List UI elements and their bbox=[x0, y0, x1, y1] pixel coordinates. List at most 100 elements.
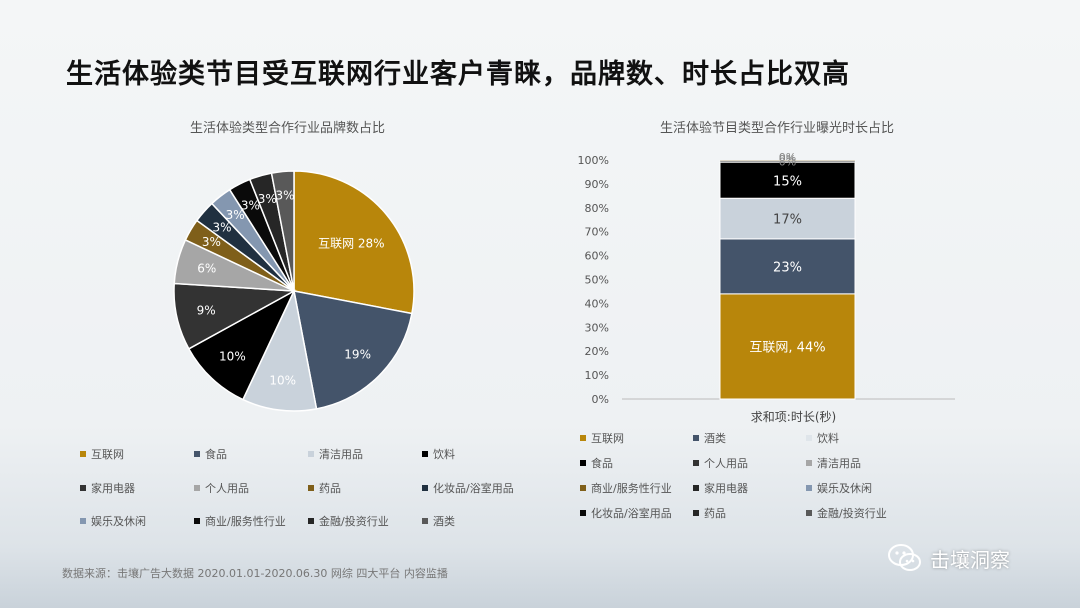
y-tick-6: 60% bbox=[585, 250, 609, 263]
legend-swatch bbox=[806, 485, 812, 491]
legend-item: 家用电器 bbox=[80, 480, 135, 496]
legend-swatch bbox=[308, 451, 314, 457]
legend-item: 清洁用品 bbox=[806, 455, 861, 471]
legend-swatch bbox=[806, 435, 812, 441]
legend-label: 金融/投资行业 bbox=[817, 507, 887, 520]
pie-label-11: 3% bbox=[275, 188, 294, 202]
bar-label-4: 0% bbox=[779, 155, 796, 168]
legend-label: 化妆品/浴室用品 bbox=[591, 507, 672, 520]
legend-label: 食品 bbox=[205, 448, 227, 461]
bar-segment-2 bbox=[719, 197, 856, 240]
legend-label: 家用电器 bbox=[91, 481, 135, 495]
legend-item: 化妆品/浴室用品 bbox=[580, 505, 672, 521]
bar-label-2: 17% bbox=[773, 213, 802, 228]
legend-item: 商业/服务性行业 bbox=[194, 513, 286, 529]
bar-segment-0 bbox=[719, 293, 856, 400]
legend-swatch bbox=[308, 518, 314, 524]
legend-label: 金融/投资行业 bbox=[319, 515, 389, 528]
legend-label: 清洁用品 bbox=[817, 457, 861, 470]
legend-label: 化妆品/浴室用品 bbox=[433, 481, 514, 495]
legend-label: 娱乐及休闲 bbox=[817, 482, 872, 495]
pie-slice-11 bbox=[270, 170, 295, 292]
y-tick-0: 0% bbox=[592, 393, 609, 406]
legend-label: 酒类 bbox=[433, 515, 455, 528]
pie-label-3: 10% bbox=[219, 350, 246, 364]
legend-item: 娱乐及休闲 bbox=[80, 513, 146, 529]
legend-swatch bbox=[422, 518, 428, 524]
y-tick-5: 50% bbox=[585, 274, 609, 287]
legend-label: 个人用品 bbox=[205, 481, 249, 495]
legend-label: 药品 bbox=[319, 481, 341, 495]
page-title: 生活体验类节目受互联网行业客户青睐，品牌数、时长占比双高 bbox=[66, 59, 850, 90]
pie-label-8: 3% bbox=[226, 208, 245, 222]
legend-swatch bbox=[80, 518, 86, 524]
bar-label-6: 0% bbox=[779, 151, 796, 164]
pie-label-9: 3% bbox=[241, 198, 260, 212]
pie-slice-2 bbox=[241, 288, 318, 412]
legend-label: 食品 bbox=[591, 457, 613, 470]
bar-label-1: 23% bbox=[773, 260, 802, 275]
pie-slice-3 bbox=[187, 289, 296, 401]
legend-label: 药品 bbox=[704, 507, 726, 520]
legend-swatch bbox=[580, 435, 586, 441]
data-source-note: 数据来源：击壤广告大数据 2020.01.01-2020.06.30 网综 四大… bbox=[62, 567, 448, 580]
brand-name: 击壤洞察 bbox=[930, 547, 1010, 572]
bar-label-3: 15% bbox=[773, 174, 802, 189]
legend-label: 互联网 bbox=[91, 448, 124, 461]
legend-swatch bbox=[580, 510, 586, 516]
wechat-icon bbox=[888, 544, 921, 571]
pie-slice-0 bbox=[293, 170, 415, 315]
legend-label: 商业/服务性行业 bbox=[591, 482, 672, 495]
legend-item: 个人用品 bbox=[194, 480, 249, 496]
pie-label-4: 9% bbox=[197, 304, 216, 318]
legend-item: 食品 bbox=[580, 455, 613, 471]
legend-swatch bbox=[80, 484, 86, 491]
pie-label-2: 10% bbox=[269, 373, 296, 387]
bar-segment-6 bbox=[719, 160, 856, 161]
y-tick-3: 30% bbox=[585, 321, 609, 334]
legend-swatch bbox=[194, 518, 200, 524]
legend-label: 饮料 bbox=[433, 448, 455, 461]
brand-watermark: 击壤洞察 bbox=[888, 543, 1010, 573]
pie-label-10: 3% bbox=[258, 192, 277, 206]
legend-item: 互联网 bbox=[580, 430, 624, 446]
legend-item: 娱乐及休闲 bbox=[806, 480, 872, 496]
legend-label: 娱乐及休闲 bbox=[91, 515, 146, 528]
legend-label: 个人用品 bbox=[704, 457, 748, 470]
legend-item: 饮料 bbox=[806, 430, 839, 446]
legend-label: 商业/服务性行业 bbox=[205, 515, 286, 528]
y-tick-8: 80% bbox=[585, 202, 609, 215]
legend-swatch bbox=[308, 484, 314, 491]
legend-item: 金融/投资行业 bbox=[806, 505, 887, 521]
legend-swatch bbox=[194, 451, 200, 457]
pie-label-0: 互联网 28% bbox=[318, 237, 385, 251]
pie-label-1: 19% bbox=[344, 348, 371, 362]
legend-swatch bbox=[422, 484, 428, 491]
legend-item: 药品 bbox=[308, 480, 341, 496]
legend-swatch bbox=[194, 484, 200, 491]
pie-label-7: 3% bbox=[212, 221, 231, 235]
y-tick-9: 90% bbox=[585, 178, 609, 191]
legend-item: 互联网 bbox=[80, 446, 124, 462]
pie-label-6: 3% bbox=[202, 235, 221, 249]
y-tick-2: 20% bbox=[585, 345, 609, 358]
y-tick-4: 40% bbox=[585, 297, 609, 310]
pie-label-5: 6% bbox=[197, 262, 216, 276]
legend-swatch bbox=[806, 460, 812, 466]
legend-swatch bbox=[693, 460, 699, 466]
legend-swatch bbox=[806, 510, 812, 516]
x-axis-label: 求和项:时长(秒) bbox=[751, 410, 836, 424]
legend-swatch bbox=[693, 485, 699, 491]
y-tick-1: 10% bbox=[585, 369, 609, 382]
legend-swatch bbox=[80, 451, 86, 457]
legend-item: 商业/服务性行业 bbox=[580, 480, 672, 496]
legend-swatch bbox=[693, 435, 699, 441]
legend-item: 药品 bbox=[693, 505, 726, 521]
legend-item: 金融/投资行业 bbox=[308, 513, 389, 529]
pie-chart-title: 生活体验类型合作行业品牌数占比 bbox=[190, 121, 386, 136]
bar-chart-title: 生活体验节目类型合作行业曝光时长占比 bbox=[660, 121, 895, 136]
legend-label: 饮料 bbox=[817, 432, 839, 445]
legend-item: 酒类 bbox=[422, 513, 455, 529]
legend-swatch bbox=[693, 510, 699, 516]
